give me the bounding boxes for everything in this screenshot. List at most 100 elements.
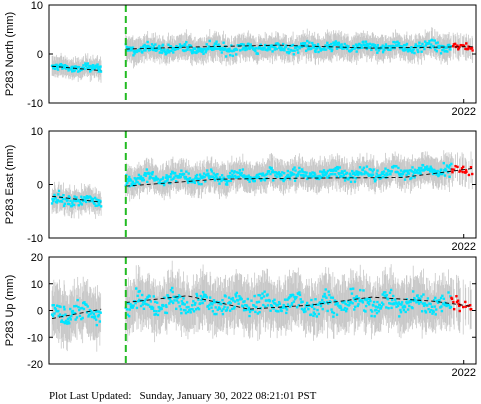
data-point (367, 303, 371, 306)
data-point (256, 300, 259, 304)
recent-data-point (458, 309, 461, 313)
data-point (198, 173, 202, 176)
data-point (245, 304, 249, 308)
data-point (326, 41, 329, 45)
data-point (337, 172, 341, 176)
data-point (362, 309, 366, 312)
data-point (438, 46, 441, 49)
data-point (249, 43, 252, 46)
data-point (227, 296, 231, 299)
data-point (89, 309, 93, 313)
data-point (414, 43, 417, 46)
data-point (133, 52, 136, 55)
data-point (194, 174, 198, 178)
data-point (260, 48, 264, 51)
data-point (176, 296, 180, 299)
data-point (152, 44, 155, 48)
data-point (209, 168, 213, 171)
data-point (247, 308, 250, 311)
data-point (393, 45, 396, 48)
data-point (434, 313, 437, 316)
data-point (218, 176, 222, 179)
data-point (263, 290, 266, 293)
data-point (197, 307, 201, 311)
data-point (174, 174, 177, 177)
data-point (253, 294, 256, 298)
recent-data-point (464, 305, 467, 308)
data-point (212, 301, 215, 304)
data-point (397, 42, 401, 45)
data-point (86, 62, 90, 65)
data-point (209, 175, 212, 178)
data-point (156, 301, 159, 304)
data-point (350, 292, 354, 295)
data-point (317, 312, 321, 316)
data-point (376, 44, 379, 47)
data-point (154, 177, 157, 181)
data-point (168, 297, 172, 301)
data-point (85, 311, 89, 314)
data-point (154, 300, 157, 304)
data-point (347, 178, 350, 181)
data-point (184, 43, 187, 46)
data-point (75, 196, 78, 199)
data-point (357, 303, 360, 306)
data-point (319, 304, 323, 308)
data-point (303, 171, 306, 174)
data-point (53, 306, 57, 310)
recent-data-point (464, 300, 467, 304)
data-point (207, 45, 211, 48)
data-point (246, 178, 250, 182)
data-point (57, 309, 60, 313)
data-point (354, 299, 357, 303)
data-point (298, 166, 301, 170)
data-point (152, 309, 156, 313)
data-point (63, 321, 67, 325)
data-point (215, 40, 218, 43)
data-point (291, 49, 294, 52)
data-point (292, 53, 295, 56)
data-point (163, 296, 166, 300)
data-point (336, 301, 339, 305)
data-point (140, 177, 143, 180)
recent-data-point (462, 305, 465, 309)
data-point (266, 304, 270, 307)
data-point (396, 304, 400, 308)
data-point (411, 174, 415, 177)
data-point (221, 46, 224, 50)
data-point (271, 50, 274, 53)
data-point (75, 304, 78, 308)
data-point (369, 299, 372, 303)
data-point (209, 302, 212, 305)
data-point (143, 172, 147, 175)
data-point (377, 310, 380, 313)
data-point (302, 308, 305, 312)
data-point (331, 310, 334, 314)
data-point (262, 295, 266, 298)
data-point (310, 176, 314, 179)
data-point (294, 176, 298, 179)
recent-data-point (451, 170, 454, 174)
data-point (277, 173, 280, 176)
data-point (325, 44, 328, 48)
data-point (311, 303, 314, 307)
data-point (310, 298, 313, 302)
data-point (184, 175, 188, 179)
data-point (208, 39, 211, 43)
data-point (180, 300, 184, 303)
data-point (88, 200, 91, 203)
data-point (93, 315, 97, 318)
data-point (172, 51, 175, 54)
data-point (386, 173, 389, 177)
y-tick-label: -10 (27, 332, 43, 344)
data-point (197, 182, 201, 186)
data-point (284, 306, 288, 310)
data-point (213, 300, 217, 304)
data-point (95, 323, 98, 327)
data-point (57, 193, 60, 196)
data-point (442, 297, 446, 300)
data-point (321, 173, 324, 176)
data-point (187, 305, 190, 309)
data-point (51, 197, 54, 201)
data-point (248, 180, 251, 183)
